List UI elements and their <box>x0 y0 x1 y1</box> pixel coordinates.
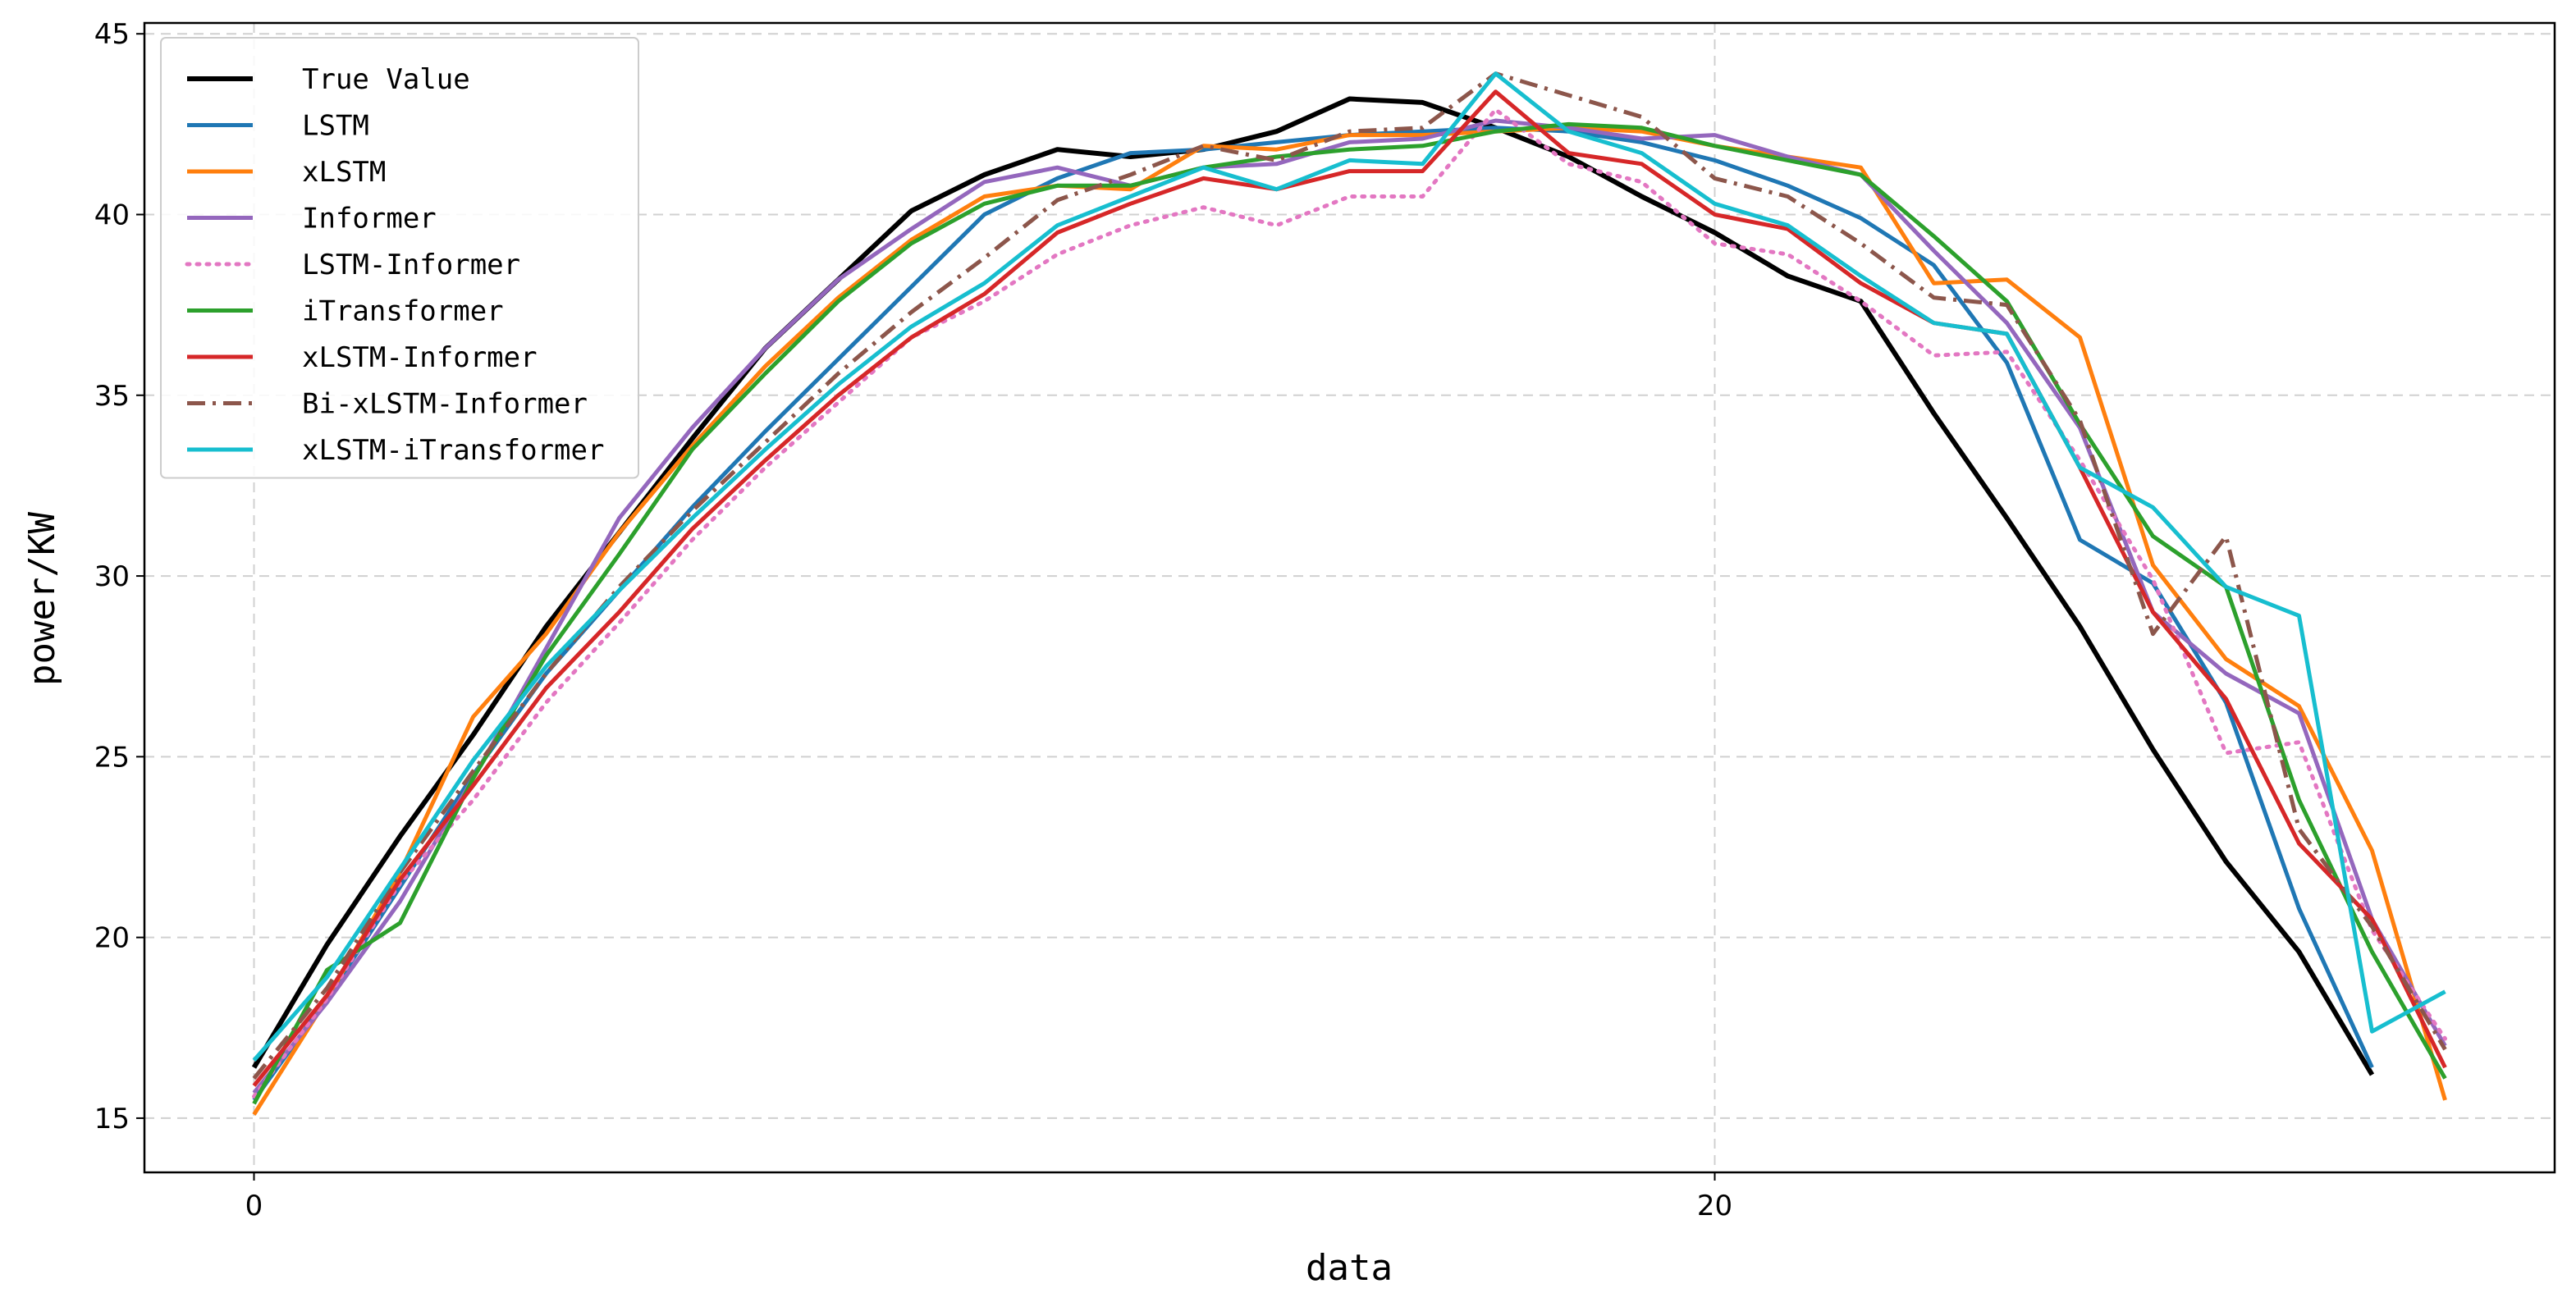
legend-label: xLSTM <box>302 156 386 189</box>
y-tick-label: 25 <box>94 741 130 774</box>
y-tick-label: 35 <box>94 380 130 413</box>
y-axis-title: power/KW <box>21 512 63 686</box>
y-tick-label: 40 <box>94 199 130 232</box>
legend-label: LSTM-Informer <box>302 249 520 281</box>
legend-label: Informer <box>302 203 437 235</box>
legend-label: Bi-xLSTM-Informer <box>302 388 588 421</box>
legend-label: xLSTM-iTransformer <box>302 434 604 467</box>
legend-label: LSTM <box>302 110 369 143</box>
legend: True Value LSTM xLSTM Informer LSTM-Informer… <box>160 37 639 479</box>
plot-frame <box>143 21 2556 1174</box>
y-tick-label: 30 <box>94 560 130 593</box>
series-line-bi-xlstm-informer <box>252 71 2447 1080</box>
series-lines <box>251 71 2447 1116</box>
legend-label: xLSTM-Informer <box>302 341 538 374</box>
series-line-xlstm <box>252 126 2447 1116</box>
legend-label: iTransformer <box>302 295 504 328</box>
y-tick-label: 20 <box>94 922 130 955</box>
x-tick-label: 0 <box>245 1190 263 1222</box>
x-tick-label: 20 <box>1697 1190 1732 1222</box>
y-tick-label: 15 <box>94 1103 130 1135</box>
legend-label: True Value <box>302 63 470 96</box>
series-line-xlstm-itransformer <box>252 71 2446 1062</box>
x-axis-title: data <box>1306 1247 1393 1289</box>
y-tick-label: 45 <box>94 18 130 51</box>
axis-ticks: 15 20 25 30 35 40 45 0 20 <box>94 18 1732 1222</box>
legend-box <box>160 37 639 479</box>
series-line-lstm-informer <box>252 107 2447 1099</box>
